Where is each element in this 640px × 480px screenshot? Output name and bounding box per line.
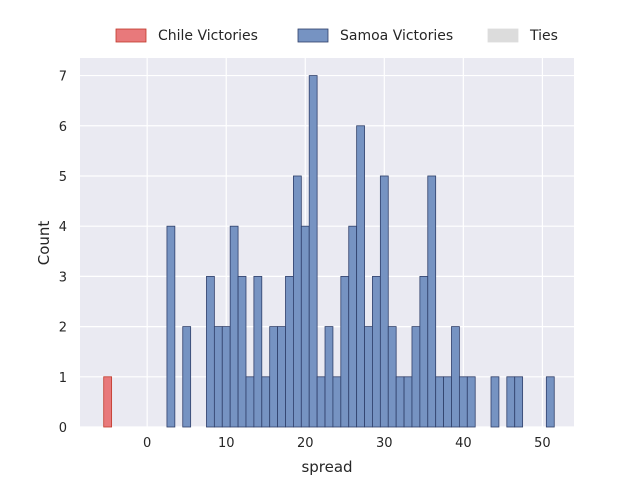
x-tick-label: 10 [218,436,235,451]
x-tick-label: 0 [143,436,151,451]
bars-group [103,75,555,428]
x-tick-label: 40 [455,436,472,451]
bar-samoa-victories [490,376,500,428]
y-tick-label: 5 [59,170,67,185]
legend-label: Chile Victories [158,28,258,44]
bar-samoa-victories [166,225,176,428]
bar-samoa-victories [466,376,476,428]
bar-samoa-victories [324,326,334,428]
y-tick-labels: 0 1 2 3 4 5 6 7 [59,70,67,436]
legend-label: Samoa Victories [340,28,453,44]
bar-samoa-victories [451,326,460,428]
legend-label: Ties [529,28,558,44]
bar-samoa-victories [237,275,247,428]
bar-samoa-victories [545,376,555,428]
bar-samoa-victories [206,275,215,428]
bar-samoa-victories [316,376,326,428]
legend-item-ties: Ties [487,28,558,44]
bar-samoa-victories [293,175,302,428]
bar-samoa-victories [514,376,524,428]
x-tick-label: 50 [534,436,551,451]
bar-samoa-victories [458,376,468,428]
bar-samoa-victories [277,326,286,428]
legend-item-chile-victories: Chile Victories [115,28,258,44]
bar-samoa-victories [332,376,342,428]
x-axis-label: spread [301,458,352,476]
bar-samoa-victories [364,326,373,428]
x-tick-label: 30 [376,436,393,451]
bar-samoa-victories [419,275,429,428]
bar-samoa-victories [229,225,239,428]
bar-samoa-victories [427,175,437,428]
legend-swatch [297,28,329,43]
bar-samoa-victories [300,225,310,428]
bar-samoa-victories [182,326,192,428]
legend-item-samoa-victories: Samoa Victories [297,28,453,44]
bar-chile-victories [103,376,113,428]
y-axis-label: Count [35,221,53,266]
y-tick-label: 3 [59,270,67,285]
bar-samoa-victories [506,376,516,428]
bar-samoa-victories [395,376,405,428]
y-tick-label: 2 [59,321,67,336]
y-tick-label: 6 [59,120,67,135]
bar-samoa-victories [285,275,294,428]
bar-samoa-victories [308,75,318,428]
bar-samoa-victories [245,376,255,428]
bar-samoa-victories [411,326,421,428]
legend: Chile Victories Samoa Victories Ties [115,28,558,44]
y-tick-label: 1 [59,371,67,386]
bar-samoa-victories [348,225,358,428]
bar-samoa-victories [435,376,444,428]
bar-samoa-victories [403,376,413,428]
x-tick-labels: 0 10 20 30 40 50 [143,436,551,451]
bar-samoa-victories [443,376,452,428]
x-tick-label: 20 [297,436,314,451]
bar-samoa-victories [356,125,365,428]
bar-samoa-victories [379,175,389,428]
bar-samoa-victories [261,376,271,428]
legend-swatch [487,28,519,43]
bar-samoa-victories [387,326,397,428]
bar-samoa-victories [340,275,350,428]
bar-samoa-victories [253,275,263,428]
bar-samoa-victories [221,326,231,428]
bar-samoa-victories [213,326,223,428]
y-tick-label: 0 [59,421,67,436]
bar-samoa-victories [269,326,279,428]
y-tick-label: 7 [59,70,67,85]
y-tick-label: 4 [59,220,67,235]
bar-samoa-victories [372,275,381,428]
legend-swatch [115,28,147,43]
